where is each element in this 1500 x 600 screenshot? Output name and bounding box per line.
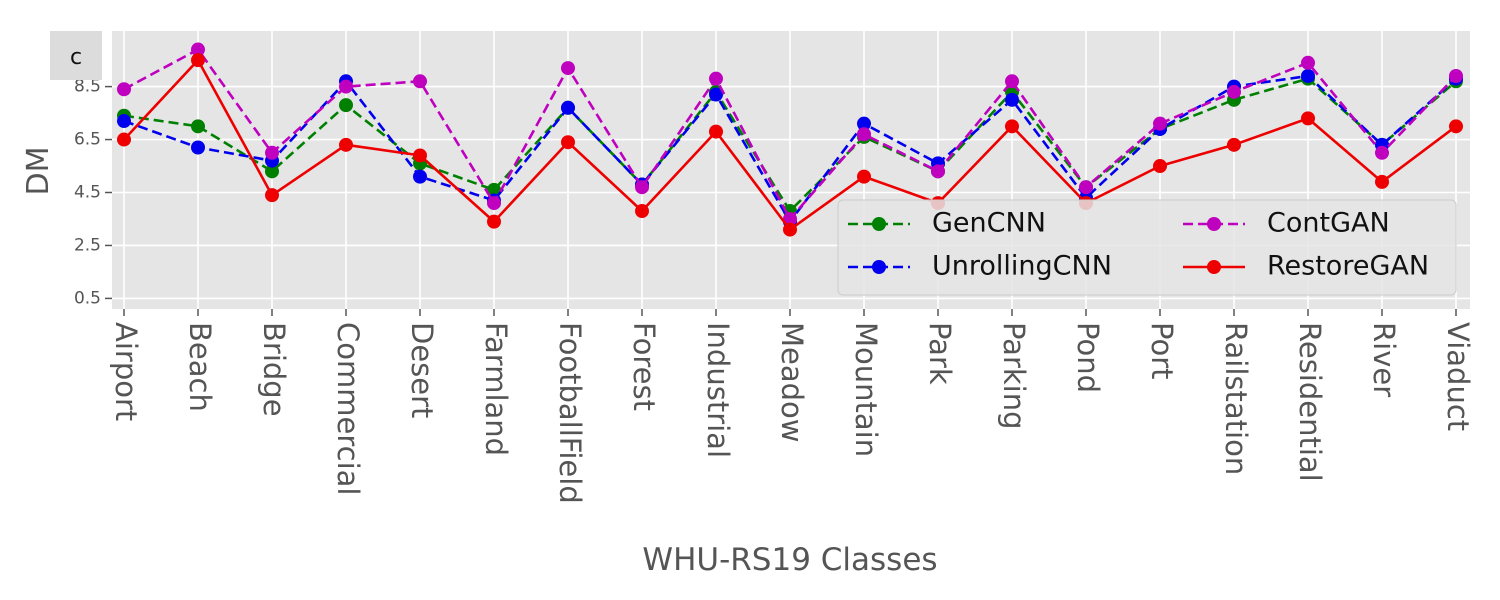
data-point: [1301, 55, 1315, 70]
data-point: [487, 214, 501, 229]
y-tick-label: 6.5: [74, 130, 101, 150]
legend-marker: [1207, 260, 1221, 274]
x-tick-label: Forest: [627, 322, 661, 411]
data-point: [1227, 137, 1241, 152]
x-tick-label: Bridge: [257, 322, 291, 417]
y-tick-label: 8.5: [74, 77, 101, 97]
data-point: [783, 211, 797, 226]
data-point: [191, 140, 205, 155]
data-point: [117, 114, 131, 129]
data-point: [191, 53, 205, 68]
x-tick-label: Pond: [1071, 322, 1105, 393]
y-tick-label: 4.5: [74, 183, 101, 203]
data-point: [857, 169, 871, 184]
data-point: [191, 42, 205, 57]
x-tick-label: Beach: [183, 322, 217, 412]
data-point: [339, 137, 353, 152]
data-point: [265, 145, 279, 160]
data-point: [413, 74, 427, 89]
data-point: [561, 135, 575, 150]
data-point: [413, 148, 427, 163]
data-point: [265, 164, 279, 179]
legend-label: RestoreGAN: [1267, 251, 1429, 282]
x-tick-label: Industrial: [701, 322, 735, 458]
x-tick-label: Railstation: [1219, 322, 1253, 475]
legend-label: GenCNN: [932, 208, 1046, 239]
data-point: [1375, 145, 1389, 160]
data-point: [561, 100, 575, 115]
legend-marker: [872, 217, 886, 231]
legend-item: UnrollingCNN: [848, 251, 1112, 282]
data-point: [1301, 111, 1315, 126]
data-point: [1375, 174, 1389, 189]
y-axis-title: DM: [21, 147, 56, 196]
data-point: [1301, 69, 1315, 84]
x-tick-label: Viaduct: [1441, 322, 1475, 431]
data-point: [339, 79, 353, 94]
legend-label: UnrollingCNN: [932, 251, 1112, 282]
series-contgan: [117, 42, 1463, 226]
data-point: [1153, 116, 1167, 131]
data-point: [1005, 74, 1019, 89]
x-tick-label: Meadow: [775, 322, 809, 443]
data-point: [339, 98, 353, 113]
data-point: [709, 71, 723, 86]
legend-item: ContGAN: [1183, 208, 1390, 239]
legend-marker: [1207, 217, 1221, 231]
panel-label-box: [50, 31, 102, 80]
legend-marker: [872, 260, 886, 274]
data-point: [117, 82, 131, 97]
data-point: [487, 196, 501, 211]
data-point: [487, 182, 501, 197]
data-point: [191, 119, 205, 134]
data-point: [265, 188, 279, 203]
data-point: [635, 180, 649, 195]
x-tick-label: River: [1367, 322, 1401, 397]
x-tick-label: Commercial: [331, 322, 365, 495]
x-tick-label: Farmland: [479, 322, 513, 456]
data-point: [709, 124, 723, 139]
data-point: [1153, 159, 1167, 174]
x-axis: Airport Beach Bridge Commercial Desert Farmla…: [109, 309, 1475, 504]
x-tick-label: Desert: [405, 322, 439, 418]
x-tick-label: Parking: [997, 322, 1031, 430]
x-tick-label: Park: [923, 322, 957, 385]
legend-item: GenCNN: [848, 208, 1046, 239]
x-tick-label: Mountain: [849, 322, 883, 457]
data-point: [1005, 92, 1019, 107]
data-point: [931, 164, 945, 179]
legend: GenCNN UnrollingCNN ContGAN RestoreGAN: [837, 199, 1457, 296]
legend-item: RestoreGAN: [1183, 251, 1429, 282]
data-point: [857, 116, 871, 131]
data-point: [783, 222, 797, 237]
y-axis: 0.5 2.5 4.5 6.5 8.5: [74, 77, 112, 308]
data-point: [1005, 119, 1019, 134]
data-point: [1449, 69, 1463, 84]
x-tick-label: Airport: [109, 322, 143, 421]
x-tick-label: FootballField: [553, 322, 587, 504]
y-tick-label: 2.5: [74, 235, 101, 255]
legend-label: ContGAN: [1267, 208, 1390, 239]
legend-frame: [837, 199, 1457, 296]
x-axis-title: WHU-RS19 Classes: [642, 542, 937, 578]
series-layer: [117, 42, 1463, 237]
data-point: [1079, 180, 1093, 195]
data-point: [1449, 119, 1463, 134]
data-point: [413, 169, 427, 184]
panel-label: c: [70, 45, 82, 70]
x-tick-label: Residential: [1293, 322, 1327, 482]
x-tick-label: Port: [1145, 322, 1179, 380]
data-point: [117, 132, 131, 147]
data-point: [709, 87, 723, 102]
data-point: [561, 61, 575, 76]
y-tick-label: 0.5: [74, 288, 101, 308]
data-point: [1227, 84, 1241, 99]
data-point: [635, 204, 649, 219]
data-point: [857, 127, 871, 142]
